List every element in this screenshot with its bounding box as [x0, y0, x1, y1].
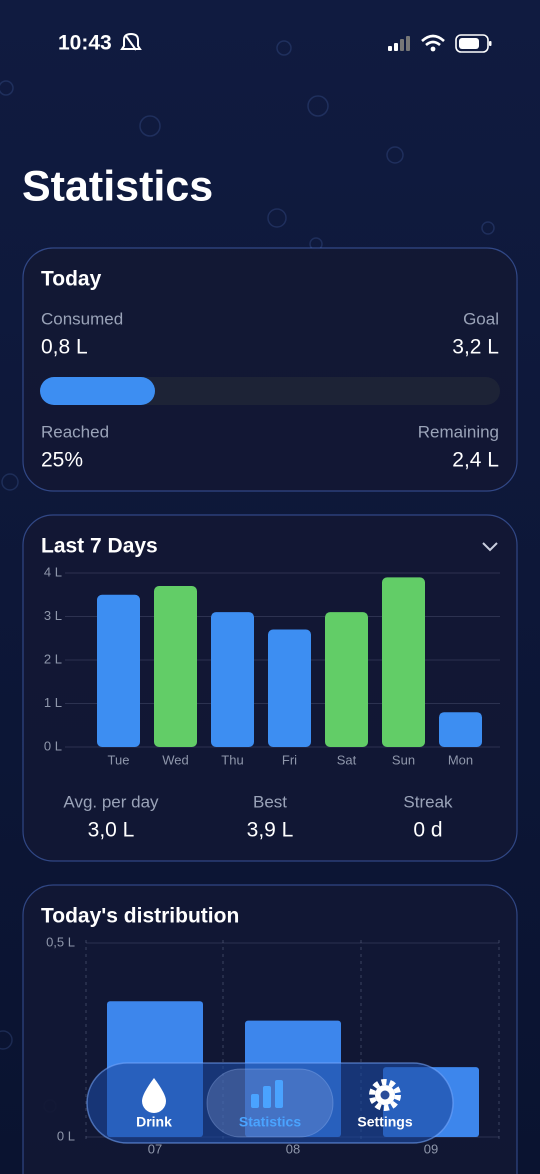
bar [439, 712, 482, 747]
stat-label: Goal [463, 309, 499, 328]
today-card [22, 247, 518, 492]
stat-label: Reached [41, 422, 109, 441]
y-tick-label: 0,5 L [46, 934, 75, 949]
stat-label: Avg. per day [63, 792, 159, 811]
y-tick-label: 4 L [44, 564, 62, 579]
x-tick-label: Thu [221, 752, 243, 767]
stat-value: 3,9 L [247, 819, 294, 842]
tab-label[interactable]: Drink [136, 1114, 172, 1130]
status-icons [120, 32, 492, 53]
settings-icon [369, 1079, 401, 1111]
x-tick-label: Tue [108, 752, 130, 767]
tab-label[interactable]: Statistics [239, 1114, 301, 1130]
card-title: Last 7 Days [41, 535, 158, 558]
stat-value: 3,0 L [88, 819, 135, 842]
stat-value: 0,8 L [41, 336, 88, 359]
stat-value: 2,4 L [452, 449, 499, 472]
x-tick-label: 07 [148, 1141, 162, 1156]
bar [97, 594, 140, 747]
x-tick-label: Sat [337, 752, 357, 767]
statistics-icon [251, 1080, 283, 1108]
status-time: 10:43 [58, 32, 112, 55]
progress-track [40, 377, 500, 405]
stat-value: 3,2 L [452, 336, 499, 359]
stat-value: 25% [41, 449, 83, 472]
stat-value: 0 d [413, 819, 442, 842]
dropdown-chevron[interactable] [482, 542, 498, 552]
stat-label: Best [253, 792, 287, 811]
y-tick-label: 0 L [57, 1128, 75, 1143]
tab-label[interactable]: Settings [357, 1114, 412, 1130]
y-tick-label: 3 L [44, 608, 62, 623]
y-tick-label: 0 L [44, 738, 62, 753]
stat-label: Remaining [418, 422, 499, 441]
drink-icon [142, 1078, 166, 1113]
stat-label: Consumed [41, 309, 123, 328]
bar [382, 577, 425, 747]
progress-fill [40, 377, 155, 405]
page-title: Statistics [22, 162, 213, 210]
bar [154, 586, 197, 747]
y-tick-label: 1 L [44, 695, 62, 710]
y-tick-label: 2 L [44, 651, 62, 666]
x-tick-label: Sun [392, 752, 415, 767]
stat-label: Streak [403, 792, 453, 811]
hour-dividers [85, 940, 500, 1140]
x-tick-label: Wed [162, 752, 189, 767]
bar [211, 612, 254, 747]
bar [268, 629, 311, 747]
card-title: Today's distribution [41, 905, 239, 928]
bar [325, 612, 368, 747]
card-title: Today [41, 268, 102, 291]
x-tick-label: 08 [286, 1141, 300, 1156]
x-tick-label: Fri [282, 752, 297, 767]
x-tick-label: 09 [424, 1141, 438, 1156]
x-tick-label: Mon [448, 752, 473, 767]
tab-bar: Drink Statistics Settings [86, 1062, 454, 1144]
